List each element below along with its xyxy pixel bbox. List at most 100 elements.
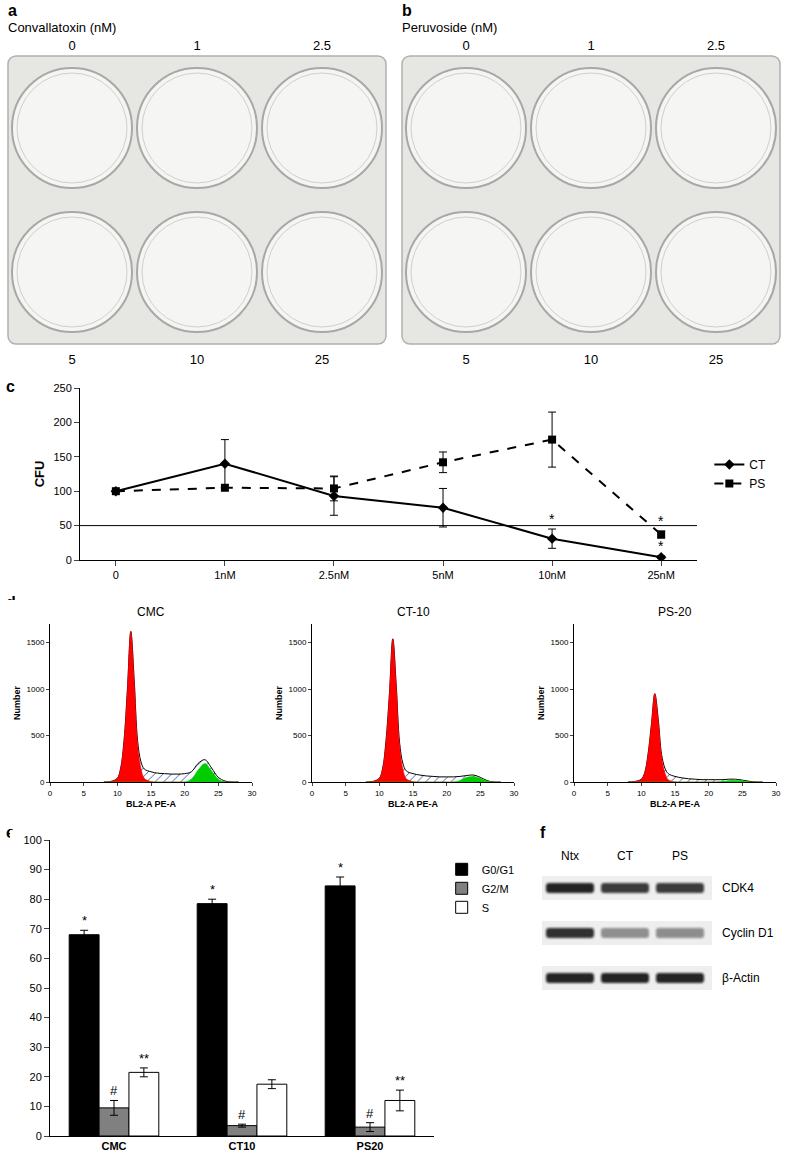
svg-text:50: 50	[60, 519, 72, 531]
svg-text:CFU: CFU	[32, 461, 47, 488]
svg-text:*: *	[338, 860, 343, 875]
svg-text:25nM: 25nM	[647, 569, 675, 581]
svg-text:250: 250	[53, 382, 71, 394]
svg-text:0: 0	[68, 38, 75, 53]
svg-text:5: 5	[462, 352, 469, 367]
svg-text:30: 30	[510, 789, 519, 798]
svg-text:20: 20	[180, 789, 189, 798]
svg-text:200: 200	[53, 416, 71, 428]
svg-text:1000: 1000	[289, 685, 307, 694]
svg-text:5nM: 5nM	[432, 569, 453, 581]
svg-text:BL2-A PE-A: BL2-A PE-A	[126, 799, 177, 809]
svg-text:0: 0	[462, 38, 469, 53]
svg-text:CT10: CT10	[229, 1140, 256, 1152]
svg-text:100: 100	[23, 834, 41, 846]
svg-text:PS-20: PS-20	[658, 605, 692, 619]
svg-text:30: 30	[248, 789, 257, 798]
svg-text:5: 5	[343, 789, 348, 798]
svg-text:BL2-A PE-A: BL2-A PE-A	[388, 799, 439, 809]
svg-text:**: **	[395, 1073, 405, 1088]
svg-text:*: *	[658, 513, 664, 529]
svg-text:CT-10: CT-10	[397, 605, 430, 619]
svg-text:25: 25	[476, 789, 485, 798]
svg-text:40: 40	[30, 1011, 42, 1023]
svg-text:500: 500	[293, 731, 307, 740]
svg-text:20: 20	[704, 789, 713, 798]
svg-text:*: *	[210, 882, 215, 897]
svg-text:500: 500	[555, 731, 569, 740]
svg-text:25: 25	[709, 352, 723, 367]
svg-text:Convallatoxin (nM): Convallatoxin (nM)	[8, 20, 116, 35]
svg-text:0: 0	[302, 778, 307, 787]
svg-text:20: 20	[442, 789, 451, 798]
svg-text:10: 10	[190, 352, 204, 367]
svg-text:CMC: CMC	[137, 605, 165, 619]
svg-text:CMC: CMC	[101, 1140, 126, 1152]
svg-text:1000: 1000	[551, 685, 569, 694]
svg-text:Number: Number	[536, 686, 546, 721]
svg-text:Number: Number	[12, 686, 22, 721]
svg-text:*: *	[549, 511, 555, 527]
svg-text:CT: CT	[749, 458, 766, 472]
svg-text:1000: 1000	[27, 685, 45, 694]
svg-text:1500: 1500	[551, 638, 569, 647]
svg-text:#: #	[238, 1107, 246, 1122]
svg-text:60: 60	[30, 952, 42, 964]
svg-text:100: 100	[53, 485, 71, 497]
svg-text:1: 1	[193, 38, 200, 53]
svg-text:30: 30	[30, 1041, 42, 1053]
svg-text:#: #	[366, 1106, 374, 1121]
svg-text:70: 70	[30, 923, 42, 935]
svg-text:Peruvoside (nM): Peruvoside (nM)	[402, 20, 497, 35]
svg-text:20: 20	[30, 1071, 42, 1083]
svg-text:Number: Number	[274, 686, 284, 721]
svg-text:1nM: 1nM	[214, 569, 235, 581]
svg-text:0: 0	[48, 789, 53, 798]
svg-text:S: S	[482, 902, 489, 914]
svg-text:**: **	[139, 1051, 149, 1066]
svg-text:2.5: 2.5	[313, 38, 331, 53]
svg-text:50: 50	[30, 982, 42, 994]
svg-text:0: 0	[564, 778, 569, 787]
svg-text:#: #	[110, 1083, 118, 1098]
svg-text:25: 25	[214, 789, 223, 798]
svg-text:25: 25	[738, 789, 747, 798]
svg-text:β-Actin: β-Actin	[722, 971, 760, 985]
svg-text:0: 0	[40, 778, 45, 787]
svg-text:0: 0	[310, 789, 315, 798]
svg-text:10: 10	[375, 789, 384, 798]
svg-text:CT: CT	[617, 849, 634, 863]
svg-text:90: 90	[30, 863, 42, 875]
svg-text:10nM: 10nM	[538, 569, 566, 581]
svg-text:5: 5	[68, 352, 75, 367]
svg-text:PS: PS	[672, 849, 688, 863]
svg-text:2.5nM: 2.5nM	[319, 569, 350, 581]
svg-text:BL2-A PE-A: BL2-A PE-A	[650, 799, 701, 809]
svg-text:0: 0	[572, 789, 577, 798]
svg-text:1500: 1500	[27, 638, 45, 647]
svg-text:5: 5	[81, 789, 86, 798]
svg-text:15: 15	[671, 789, 680, 798]
svg-text:10: 10	[30, 1100, 42, 1112]
svg-text:*: *	[658, 538, 664, 554]
svg-text:500: 500	[31, 731, 45, 740]
svg-text:25: 25	[315, 352, 329, 367]
svg-text:10: 10	[113, 789, 122, 798]
svg-text:10: 10	[637, 789, 646, 798]
svg-text:Cyclin D1: Cyclin D1	[722, 926, 774, 940]
svg-text:2.5: 2.5	[707, 38, 725, 53]
svg-text:1: 1	[587, 38, 594, 53]
svg-text:30: 30	[772, 789, 781, 798]
svg-text:Ntx: Ntx	[561, 849, 579, 863]
svg-text:CDK4: CDK4	[722, 881, 754, 895]
svg-text:G2/M: G2/M	[482, 883, 509, 895]
svg-text:80: 80	[30, 893, 42, 905]
svg-text:PS20: PS20	[357, 1140, 384, 1152]
svg-text:150: 150	[53, 451, 71, 463]
svg-text:5: 5	[605, 789, 610, 798]
svg-text:0: 0	[66, 554, 72, 566]
svg-text:0: 0	[113, 569, 119, 581]
svg-text:0: 0	[36, 1130, 42, 1142]
svg-text:b: b	[402, 2, 412, 19]
svg-text:15: 15	[409, 789, 418, 798]
